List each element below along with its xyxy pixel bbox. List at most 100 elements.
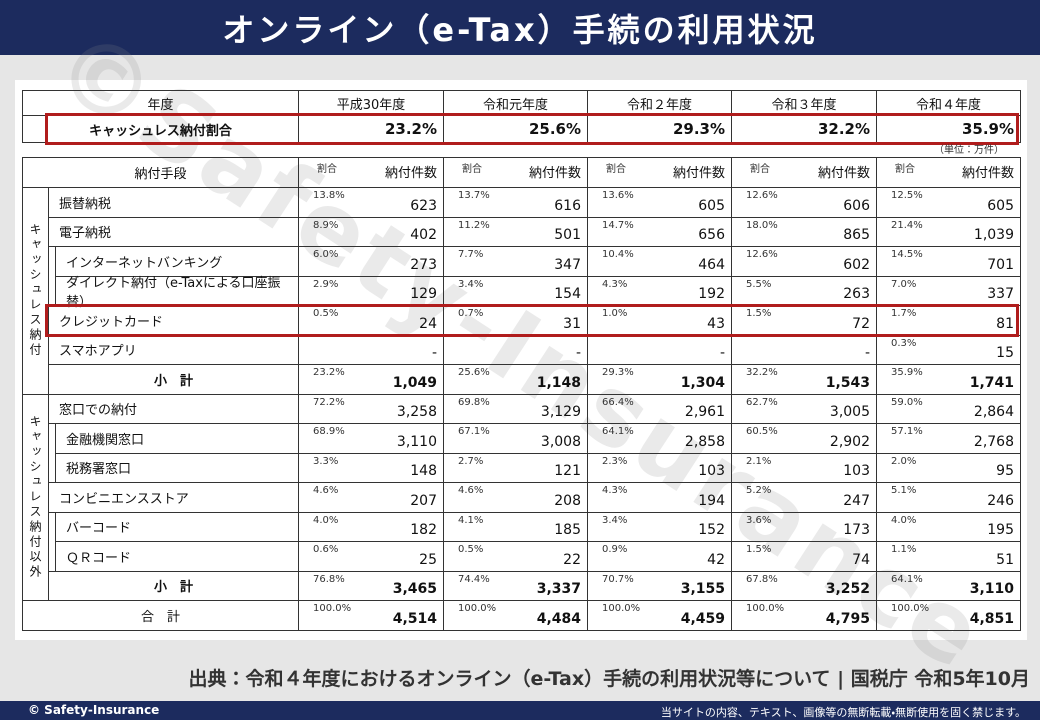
share: 14.7% [602, 219, 634, 231]
share: 1.5% [746, 308, 772, 319]
data-cell: - [443, 334, 588, 365]
data-cell: 66.4% 2,961 [587, 393, 732, 424]
share: 64.1% [602, 426, 634, 437]
count: 3,155 [680, 581, 725, 597]
count: 2,902 [829, 433, 870, 450]
data-cell: 29.3% 1,304 [587, 364, 732, 395]
count: 4,851 [969, 610, 1014, 627]
share: 57.1% [891, 426, 923, 437]
share: 14.5% [891, 249, 923, 260]
method-label: バーコード [55, 511, 299, 542]
data-cell: 6.0% 273 [298, 246, 444, 277]
count: 43 [707, 315, 725, 332]
share-header: 割合 [750, 164, 770, 175]
count: - [864, 345, 870, 361]
subtotal-label: 小 計 [48, 570, 299, 601]
share: 13.7% [458, 190, 490, 201]
data-cell: 59.0% 2,864 [876, 393, 1021, 424]
count: 148 [410, 463, 437, 479]
data-cell: 1.1% 51 [876, 541, 1021, 572]
data-cell: 76.8% 3,465 [298, 570, 444, 601]
count: 247 [843, 492, 870, 509]
data-cell: 21.4% 1,039 [876, 216, 1021, 247]
share: 3.4% [602, 514, 628, 526]
method-label: ＱＲコード [55, 541, 299, 572]
count: 501 [554, 227, 581, 243]
share: 4.0% [891, 514, 917, 526]
share: 76.8% [313, 573, 345, 585]
count: 4,795 [825, 610, 870, 627]
method-label: スマホアプリ [48, 334, 299, 365]
count: 347 [554, 256, 581, 273]
count: 1,741 [969, 374, 1014, 391]
share: 2.3% [602, 455, 628, 467]
share: 66.4% [602, 396, 634, 408]
count: 1,304 [680, 374, 725, 391]
count: 31 [563, 315, 581, 332]
share: 60.5% [746, 426, 778, 437]
share: 4.1% [458, 514, 484, 526]
share: 64.1% [891, 573, 923, 585]
data-cell: 62.7% 3,005 [731, 393, 877, 424]
share: 0.9% [602, 544, 628, 555]
share: 5.5% [746, 278, 772, 290]
copyright: © Safety-Insurance [28, 703, 160, 717]
data-cell: 60.5% 2,902 [731, 423, 877, 454]
count: 3,005 [829, 404, 870, 420]
share: 100.0% [313, 603, 352, 614]
count: 207 [410, 492, 437, 509]
count: 192 [698, 286, 725, 302]
share: 69.8% [458, 396, 490, 408]
count: - [719, 345, 725, 361]
share: 21.4% [891, 219, 923, 231]
share: 72.2% [313, 396, 345, 408]
share: 12.6% [746, 249, 778, 260]
data-cell: 35.9% 1,741 [876, 364, 1021, 395]
data-cell: 23.2% 1,049 [298, 364, 444, 395]
share: 100.0% [458, 603, 497, 614]
share: 0.7% [458, 308, 484, 319]
table-panel [15, 80, 1027, 640]
count: 656 [698, 227, 725, 243]
data-cell: 0.5% 22 [443, 541, 588, 572]
count: 2,864 [973, 404, 1014, 420]
share: 4.3% [602, 485, 628, 496]
share: 3.4% [458, 278, 484, 290]
count: 195 [987, 522, 1014, 538]
data-cell: 100.0% 4,851 [876, 600, 1021, 631]
count: 152 [698, 522, 725, 538]
count: 121 [554, 463, 581, 479]
data-cell: 13.8% 623 [298, 187, 444, 218]
count: 606 [843, 197, 870, 214]
count: 3,129 [540, 404, 581, 420]
unit: （単位：万件） [934, 145, 1004, 156]
count: 4,484 [536, 610, 581, 627]
count: 154 [554, 286, 581, 302]
data-cell: 0.9% 42 [587, 541, 732, 572]
data-cell: 13.6% 605 [587, 187, 732, 218]
share: 67.1% [458, 426, 490, 437]
share: 0.6% [313, 544, 339, 555]
count: 185 [554, 522, 581, 538]
count: 263 [843, 286, 870, 302]
data-cell: 5.5% 263 [731, 275, 877, 306]
group-label-text: キャッシュレス納付 [28, 223, 42, 359]
method-label: 窓口での納付 [48, 393, 299, 424]
data-cell: 69.8% 3,129 [443, 393, 588, 424]
count: 273 [410, 256, 437, 273]
data-cell: 74.4% 3,337 [443, 570, 588, 601]
share: 1.5% [746, 544, 772, 555]
count: 72 [852, 315, 870, 332]
count: 103 [698, 463, 725, 479]
share: 4.0% [313, 514, 339, 526]
share: 18.0% [746, 219, 778, 231]
count: 3,110 [969, 581, 1014, 597]
share: 1.1% [891, 544, 917, 555]
count: - [575, 345, 581, 361]
data-cell: 3.3% 148 [298, 452, 444, 483]
method-label: 金融機関窓口 [55, 423, 299, 454]
count: 15 [996, 345, 1014, 361]
notice: 当サイトの内容、テキスト、画像等の無断転載・無断使用を固く禁じます。 [660, 706, 1026, 719]
method-label: 税務署窓口 [55, 452, 299, 483]
data-cell: 2.0% 95 [876, 452, 1021, 483]
